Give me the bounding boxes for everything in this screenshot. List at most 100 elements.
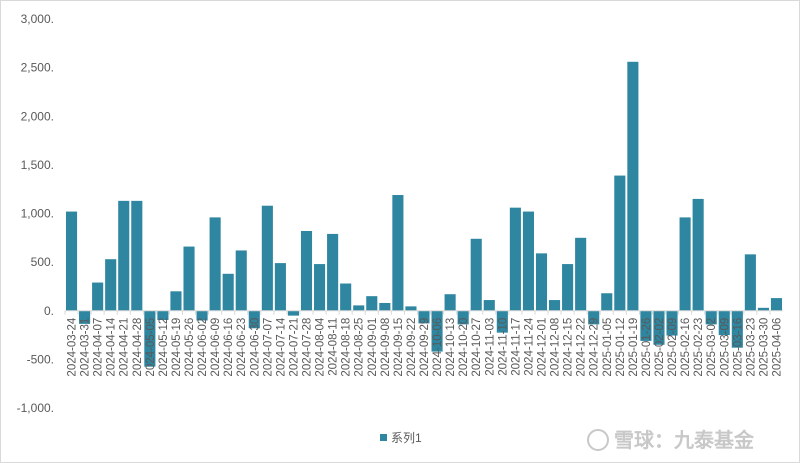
bar-2024-08-25 xyxy=(353,305,365,311)
x-tick-label: 2024-10-20 xyxy=(458,318,470,377)
x-tick-label: 2025-01-26 xyxy=(641,318,653,377)
x-tick-label: 2024-08-25 xyxy=(354,318,366,377)
x-tick-label: 2024-12-22 xyxy=(576,318,588,377)
bar-2024-09-22 xyxy=(405,306,417,311)
bar-2024-08-04 xyxy=(314,264,326,311)
x-tick-label: 2025-03-09 xyxy=(719,318,731,377)
x-tick-label: 2024-08-18 xyxy=(341,318,353,377)
bar-2024-09-08 xyxy=(379,302,391,311)
y-tick-label: 0. xyxy=(44,304,54,318)
legend-swatch xyxy=(380,434,387,441)
bar-2024-07-14 xyxy=(274,263,286,311)
x-tick-label: 2024-10-13 xyxy=(445,318,457,377)
x-tick-label: 2024-06-16 xyxy=(223,318,235,377)
x-tick-label: 2025-04-06 xyxy=(771,318,783,377)
x-tick-label: 2025-02-23 xyxy=(693,318,705,377)
bar-2024-09-15 xyxy=(392,195,404,311)
y-tick-label: 1,500. xyxy=(21,158,54,172)
bar-2025-01-19 xyxy=(627,61,639,311)
x-tick-label: 2024-07-14 xyxy=(275,317,287,376)
x-tick-label: 2024-09-08 xyxy=(380,318,392,377)
bar-2024-12-22 xyxy=(575,237,587,311)
bar-2024-12-29 xyxy=(588,310,600,325)
bar-2024-12-08 xyxy=(548,300,561,311)
x-tick-label: 2024-09-22 xyxy=(406,318,418,377)
bar-2024-09-01 xyxy=(366,296,378,311)
bar-2024-09-29 xyxy=(418,310,430,324)
x-tick-label: 2024-12-29 xyxy=(589,318,601,377)
x-tick-label: 2024-11-17 xyxy=(510,318,522,376)
x-tick-label: 2024-09-29 xyxy=(419,318,431,377)
x-tick-label: 2024-06-09 xyxy=(210,318,222,377)
bar-2025-04-06 xyxy=(770,298,783,311)
x-tick-label: 2024-07-07 xyxy=(262,318,274,377)
watermark-logo-icon xyxy=(587,429,609,451)
x-tick-label: 2024-10-27 xyxy=(471,318,483,377)
watermark-text: 雪球：九泰基金 xyxy=(614,428,755,452)
x-tick-label: 2024-08-04 xyxy=(315,317,327,376)
x-tick-label: 2024-04-28 xyxy=(132,318,144,377)
x-tick-label: 2024-06-23 xyxy=(236,318,248,377)
x-tick-label: 2025-02-09 xyxy=(667,318,679,377)
bar-2024-05-26 xyxy=(183,246,195,311)
bar-2024-12-15 xyxy=(562,264,574,311)
bar-2024-04-21 xyxy=(118,200,130,311)
bar-2024-07-28 xyxy=(300,231,313,311)
x-tick-label: 2024-04-07 xyxy=(93,318,105,377)
bar-2024-11-17 xyxy=(509,207,521,311)
x-tick-label: 2024-11-03 xyxy=(484,318,496,376)
x-tick-label: 2024-04-21 xyxy=(119,318,131,377)
x-tick-label: 2024-05-05 xyxy=(145,318,157,377)
y-tick-label: 2,000. xyxy=(21,109,54,123)
bar-2025-01-12 xyxy=(614,175,626,311)
bar-2024-06-09 xyxy=(209,217,221,311)
y-tick-label: 1,000. xyxy=(21,207,54,221)
bar-2024-10-20 xyxy=(457,310,469,325)
bar-2025-02-23 xyxy=(692,198,704,311)
bar-2024-07-21 xyxy=(287,310,300,316)
x-tick-label: 2024-09-01 xyxy=(367,318,379,377)
x-tick-label: 2024-11-24 xyxy=(523,317,535,376)
x-tick-label: 2024-06-02 xyxy=(197,318,209,377)
bar-2024-03-31 xyxy=(79,310,91,324)
x-tick-label: 2024-05-12 xyxy=(158,318,170,377)
x-tick-label: 2025-01-19 xyxy=(628,318,640,377)
bar-2025-02-09 xyxy=(666,310,678,336)
bar-2024-05-12 xyxy=(157,310,169,320)
bar-2024-04-28 xyxy=(131,200,143,311)
y-tick-label: -1,000. xyxy=(17,401,54,415)
bar-2024-11-03 xyxy=(483,300,495,311)
bar-2025-03-23 xyxy=(744,254,756,311)
x-tick-label: 2025-03-02 xyxy=(706,318,718,377)
bar-2024-05-19 xyxy=(170,291,182,311)
x-tick-label: 2025-03-23 xyxy=(745,318,757,377)
bar-2024-12-01 xyxy=(535,253,548,311)
bar-2024-03-24 xyxy=(65,211,78,311)
bar-2025-02-02 xyxy=(653,310,665,345)
y-tick-label: 500. xyxy=(31,255,54,269)
bar-2024-10-13 xyxy=(444,294,456,311)
legend-label: 系列1 xyxy=(391,431,422,445)
x-tick-label: 2025-01-12 xyxy=(615,318,627,377)
x-tick-label: 2024-08-11 xyxy=(328,318,340,376)
bar-2024-06-02 xyxy=(196,310,208,321)
y-tick-label: 2,500. xyxy=(21,61,54,75)
bar-2024-10-06 xyxy=(431,310,443,352)
bar-2024-06-16 xyxy=(222,273,234,311)
bar-2024-06-23 xyxy=(235,250,247,311)
y-tick-label: 3,000. xyxy=(21,12,54,26)
x-tick-label: 2024-09-15 xyxy=(393,318,405,377)
x-tick-label: 2024-12-08 xyxy=(550,318,562,377)
bar-2024-08-11 xyxy=(327,233,339,311)
x-tick-label: 2024-03-24 xyxy=(67,317,79,376)
x-tick-label: 2025-02-02 xyxy=(654,318,666,377)
x-tick-label: 2024-06-30 xyxy=(249,318,261,377)
x-tick-label: 2025-03-16 xyxy=(732,318,744,377)
x-tick-label: 2025-01-05 xyxy=(602,318,614,377)
x-tick-label: 2024-07-28 xyxy=(302,318,314,377)
bar-2024-06-30 xyxy=(248,310,260,329)
bar-2025-03-16 xyxy=(731,310,743,348)
bar-2024-10-27 xyxy=(470,238,482,311)
